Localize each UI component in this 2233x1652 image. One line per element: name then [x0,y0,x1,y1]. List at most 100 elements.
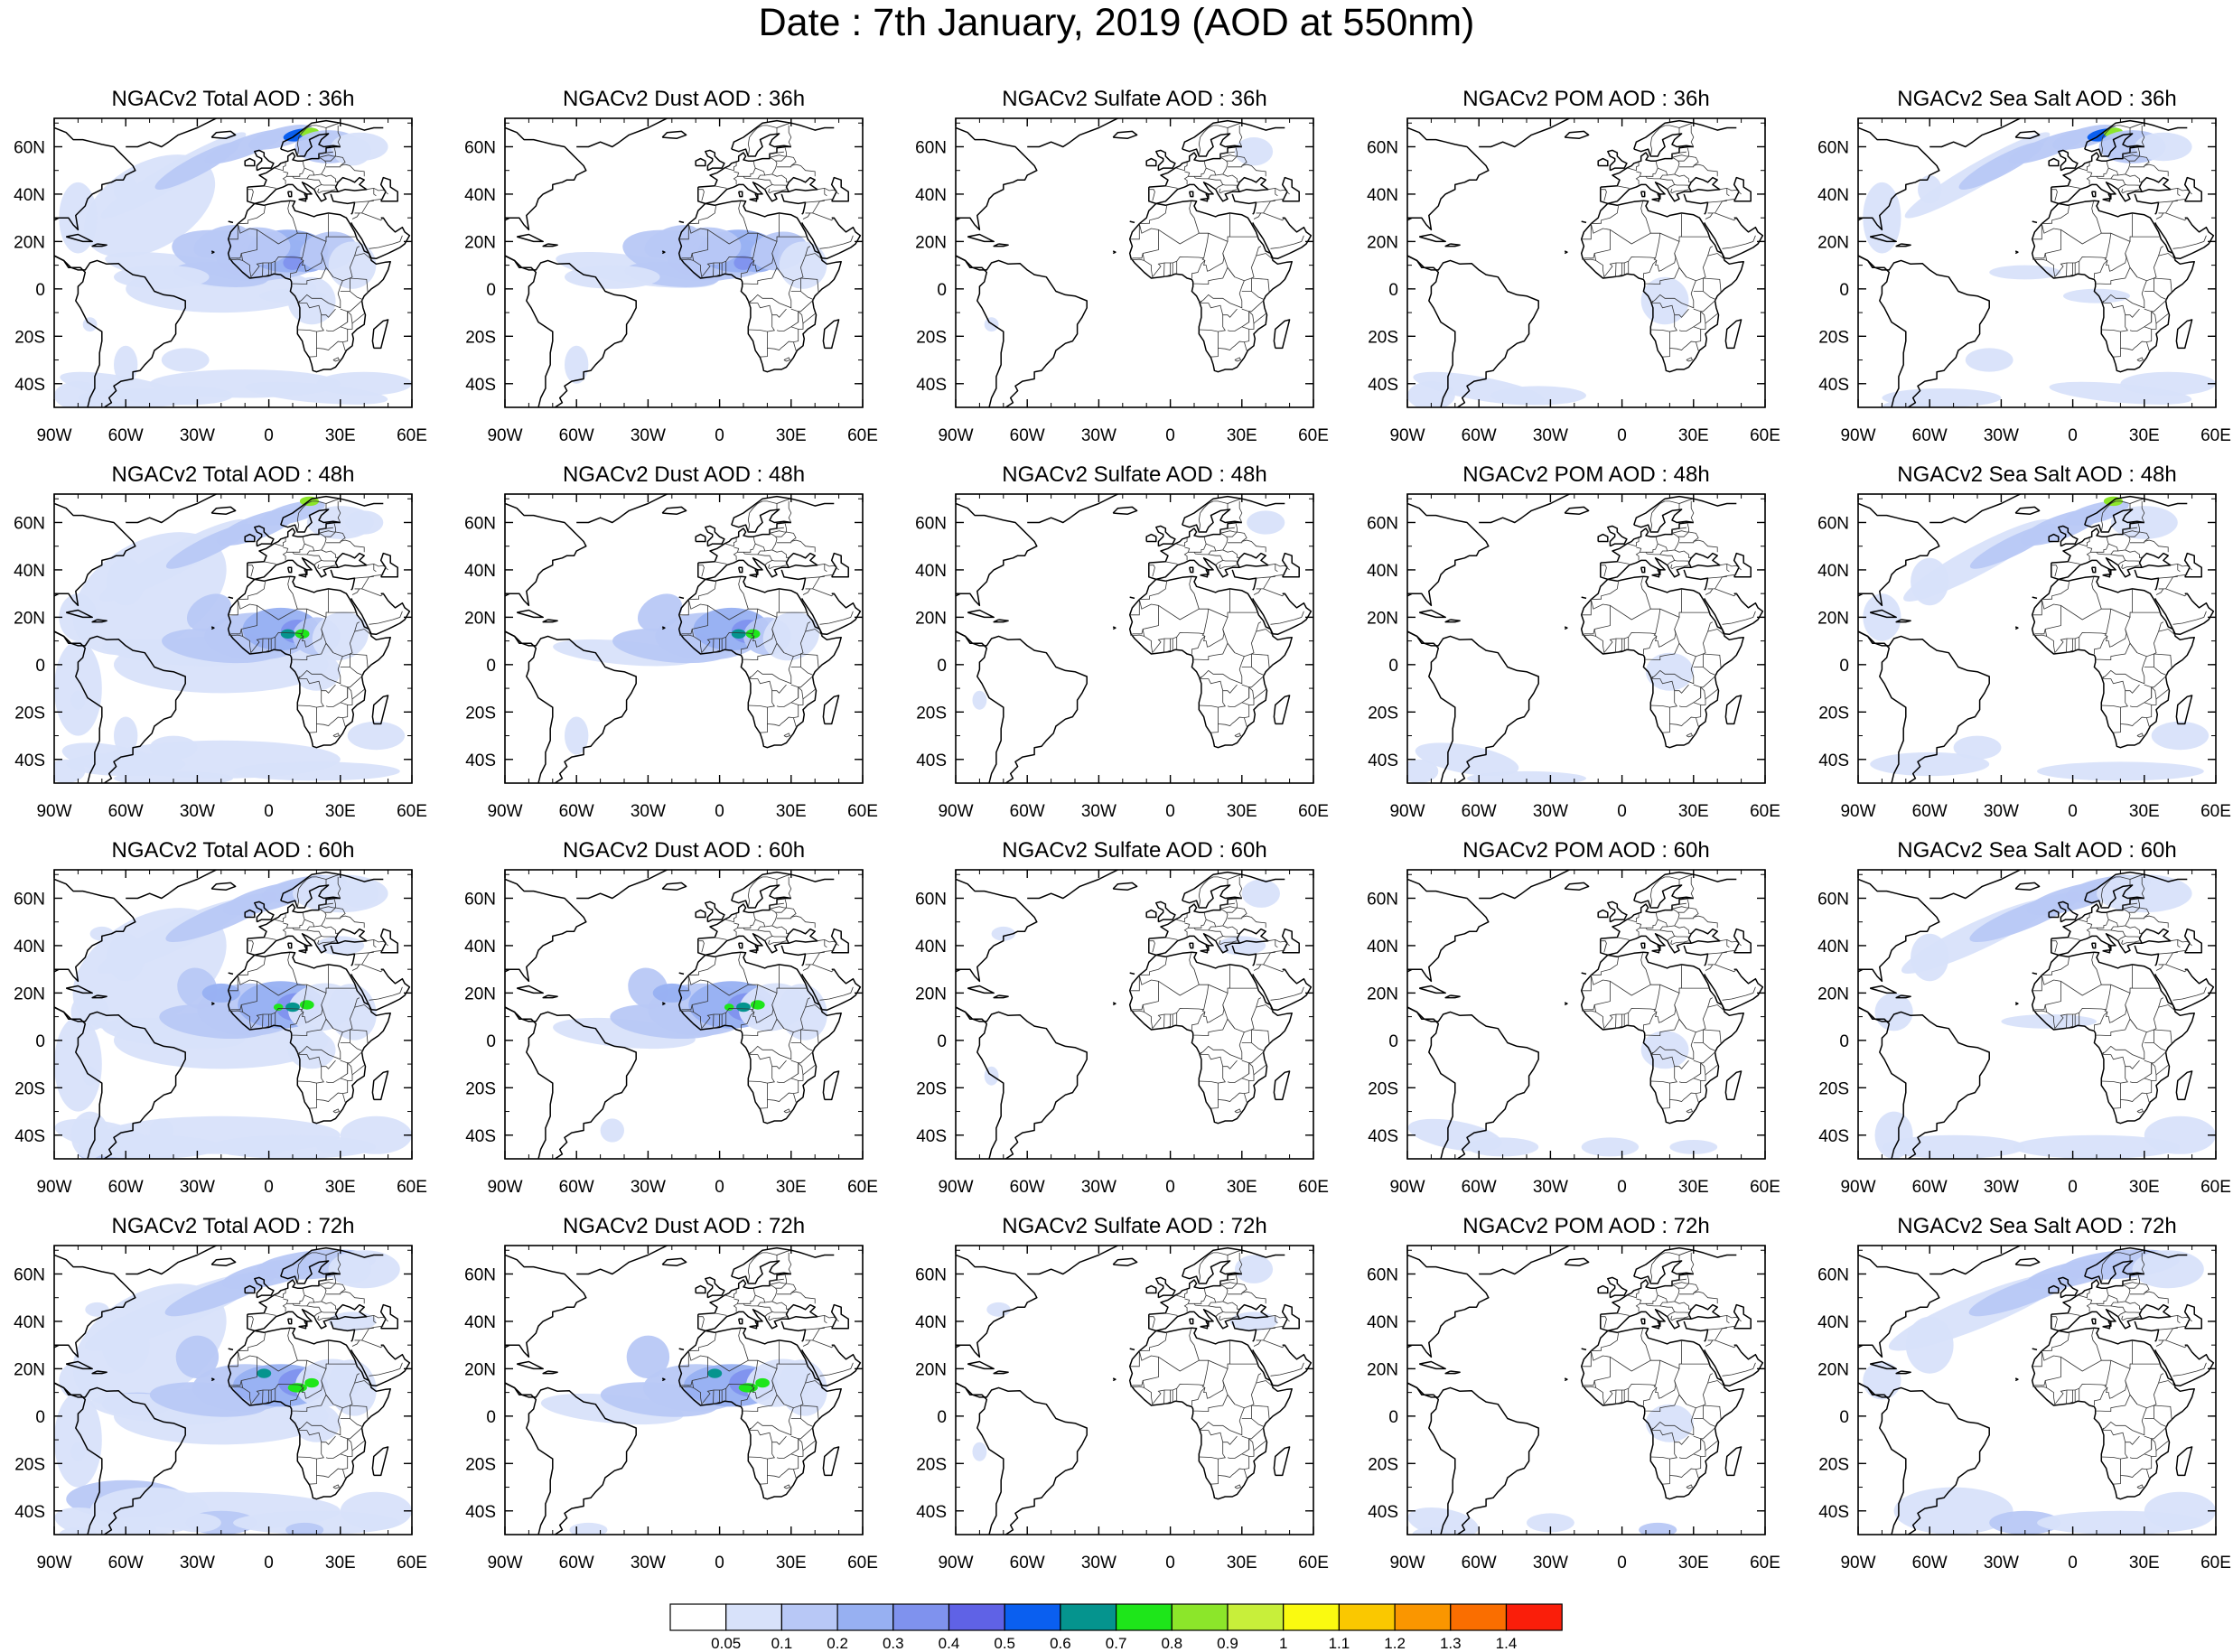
lon-tick-label: 30E [1227,1178,1257,1197]
lon-tick-label: 60E [847,1178,878,1197]
coastline [2134,569,2160,591]
country-border [304,1294,315,1303]
country-border [325,1251,336,1261]
country-border [361,588,384,597]
aod-plume [228,1137,286,1157]
coastline [576,118,668,148]
country-border [1688,531,1699,542]
country-border [2032,1332,2069,1367]
country-border [2155,1339,2164,1347]
country-border [1188,912,1207,929]
coastline [244,157,256,167]
country-border [1610,201,1651,245]
coastline [1869,609,1897,619]
lon-tick-label: 30E [1227,802,1257,821]
country-border [229,253,244,261]
country-border [321,936,336,938]
aod-plume [1527,1513,1574,1533]
coastline [2058,525,2079,547]
country-border [2032,1004,2048,1013]
country-border [1219,906,1238,910]
aod-plume [1241,879,1280,908]
aod-plume [304,1377,319,1388]
country-border [790,1291,816,1304]
country-border [323,1316,336,1319]
country-border [297,1339,329,1370]
coastline [1027,1246,1118,1275]
map-frame [53,493,413,784]
country-border [1658,919,1668,928]
country-border [1617,1312,1630,1316]
colorbar-swatch [1227,1603,1285,1631]
country-border [1581,1332,1619,1367]
country-border [1700,1050,1717,1074]
aod-plume [149,1118,173,1143]
coastline [801,1344,862,1387]
aod-plume [565,716,589,755]
lon-tick-label: 30W [1081,1554,1116,1573]
country-border [697,565,705,577]
country-border [1700,311,1718,324]
lon-tick-label: 60W [1010,1178,1045,1197]
country-border [1237,907,1247,918]
coastline [1607,149,1628,172]
coastline [1581,596,1587,600]
country-border [2110,554,2126,565]
lat-tick-label: 40N [14,1313,45,1332]
country-border [290,636,304,654]
coastline [330,1321,356,1342]
aod-plume [2013,1134,2181,1159]
panel-title: NGACv2 Sea Salt AOD : 36h [1897,87,2176,111]
lat-tick-label: 40N [464,562,496,581]
country-border [321,549,339,558]
coastline [1182,133,1242,157]
country-border [2094,636,2108,654]
country-border [1584,599,1611,635]
country-border [1674,184,1689,186]
country-border [1130,1380,1145,1388]
country-border [2151,675,2168,698]
country-border [1703,277,1722,293]
map-frame [53,1245,413,1535]
country-border [805,253,823,260]
country-border [1199,656,1245,685]
country-border [817,1314,839,1322]
country-border [340,667,364,677]
lat-tick-label: 40S [916,1127,947,1146]
country-border [824,939,827,948]
lon-tick-label: 60E [847,1554,878,1573]
country-border [1219,1315,1226,1321]
lon-tick-label: 60E [1750,1178,1780,1197]
map-frame [1857,493,2217,784]
country-border [306,178,322,190]
coastline [780,193,807,215]
coastline [91,619,107,623]
country-border [2165,1339,2188,1349]
coastline [678,596,685,600]
coastline [1281,928,1300,954]
lon-tick-label: 30W [1984,1554,2019,1573]
country-border [335,531,346,542]
country-border [788,1252,792,1274]
colorbar-label: 0.4 [939,1635,960,1652]
lat-tick-label: 20N [1367,985,1398,1003]
country-border [342,1469,347,1480]
aod-plume [233,761,400,781]
country-border [1199,676,1238,694]
lon-tick-label: 60W [1912,802,1948,821]
colorbar-swatch [1505,1603,1563,1631]
country-border [316,1078,349,1102]
country-border [812,212,835,221]
country-border [2051,189,2058,201]
country-border [1714,212,1737,221]
coastline [1273,1446,1291,1477]
country-border [678,1332,716,1367]
country-border [742,1018,785,1037]
colorbar-label: 1 [1279,1635,1287,1652]
lat-tick-label: 40N [1817,186,1849,205]
country-border [2108,1294,2119,1303]
aod-plume [750,1000,765,1010]
aod-plume [332,1255,372,1283]
lon-tick-label: 30E [1678,426,1709,445]
